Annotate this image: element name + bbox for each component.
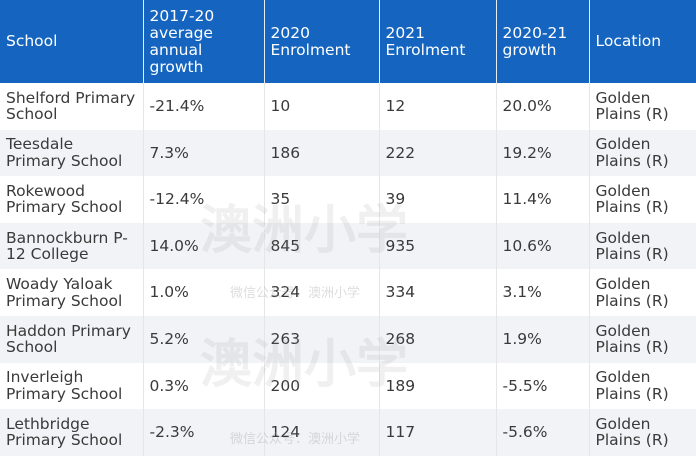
table-row: Shelford Primary School -21.4% 10 12 20.…: [0, 83, 696, 130]
growth-cell: 19.2%: [496, 129, 590, 177]
growth-cell: 3.1%: [496, 269, 590, 316]
enrolment-2021-cell: 12: [379, 83, 497, 130]
enrolment-2020-cell: 263: [264, 315, 380, 363]
table-row: Bannockburn P-12 College 14.0% 845 935 1…: [0, 222, 696, 270]
enrolment-2021-cell: 222: [379, 129, 497, 177]
location-cell: Golden Plains (R): [589, 222, 696, 270]
avg-growth-cell: 5.2%: [143, 315, 265, 363]
table-row: Lethbridge Primary School -2.3% 124 117 …: [0, 409, 696, 456]
avg-growth-cell: 1.0%: [143, 269, 265, 316]
location-cell: Golden Plains (R): [589, 129, 696, 177]
table-row: Inverleigh Primary School 0.3% 200 189 -…: [0, 362, 696, 410]
enrolment-2020-cell: 124: [264, 409, 380, 456]
header-location: Location: [589, 0, 696, 83]
avg-growth-cell: 0.3%: [143, 362, 265, 410]
avg-growth-cell: 14.0%: [143, 222, 265, 270]
growth-cell: 1.9%: [496, 315, 590, 363]
header-average-annual-growth: 2017-20 average annual growth: [143, 0, 265, 83]
enrolment-2021-cell: 334: [379, 269, 497, 316]
location-cell: Golden Plains (R): [589, 409, 696, 456]
enrolment-2021-cell: 39: [379, 176, 497, 223]
school-name-cell: Inverleigh Primary School: [0, 362, 144, 410]
avg-growth-cell: -21.4%: [143, 83, 265, 130]
enrolment-2020-cell: 10: [264, 83, 380, 130]
enrolment-2020-cell: 324: [264, 269, 380, 316]
enrolment-2020-cell: 845: [264, 222, 380, 270]
enrolment-2021-cell: 117: [379, 409, 497, 456]
growth-cell: 10.6%: [496, 222, 590, 270]
school-name-cell: Lethbridge Primary School: [0, 409, 144, 456]
enrolment-2020-cell: 35: [264, 176, 380, 223]
school-name-cell: Shelford Primary School: [0, 83, 144, 130]
header-2020-enrolment: 2020 Enrolment: [264, 0, 380, 83]
school-name-cell: Haddon Primary School: [0, 315, 144, 363]
school-name-cell: Bannockburn P-12 College: [0, 222, 144, 270]
growth-cell: -5.5%: [496, 362, 590, 410]
enrolment-2021-cell: 189: [379, 362, 497, 410]
enrolment-2021-cell: 268: [379, 315, 497, 363]
table-row: Rokewood Primary School -12.4% 35 39 11.…: [0, 176, 696, 223]
location-cell: Golden Plains (R): [589, 83, 696, 130]
growth-cell: 20.0%: [496, 83, 590, 130]
school-name-cell: Rokewood Primary School: [0, 176, 144, 223]
location-cell: Golden Plains (R): [589, 176, 696, 223]
enrolment-2020-cell: 200: [264, 362, 380, 410]
table-row: Haddon Primary School 5.2% 263 268 1.9% …: [0, 315, 696, 363]
location-cell: Golden Plains (R): [589, 269, 696, 316]
table-row: Woady Yaloak Primary School 1.0% 324 334…: [0, 269, 696, 316]
avg-growth-cell: -12.4%: [143, 176, 265, 223]
growth-cell: 11.4%: [496, 176, 590, 223]
avg-growth-cell: 7.3%: [143, 129, 265, 177]
header-2021-enrolment: 2021 Enrolment: [379, 0, 497, 83]
table-row: Teesdale Primary School 7.3% 186 222 19.…: [0, 129, 696, 177]
location-cell: Golden Plains (R): [589, 362, 696, 410]
enrolment-2020-cell: 186: [264, 129, 380, 177]
header-2020-21-growth: 2020-21 growth: [496, 0, 590, 83]
avg-growth-cell: -2.3%: [143, 409, 265, 456]
enrolment-2021-cell: 935: [379, 222, 497, 270]
school-name-cell: Woady Yaloak Primary School: [0, 269, 144, 316]
growth-cell: -5.6%: [496, 409, 590, 456]
school-name-cell: Teesdale Primary School: [0, 129, 144, 177]
header-school: School: [0, 0, 144, 83]
location-cell: Golden Plains (R): [589, 315, 696, 363]
table-header-row: School 2017-20 average annual growth 202…: [0, 0, 696, 83]
